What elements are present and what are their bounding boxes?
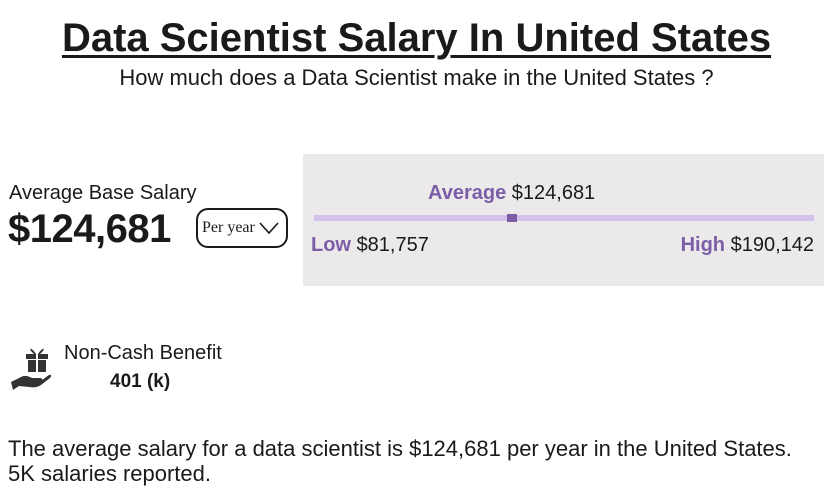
- range-average-value: $124,681: [511, 182, 596, 204]
- average-base-salary-amount: $124,681: [8, 207, 171, 251]
- range-low-value: $81,757: [356, 234, 429, 256]
- benefit-value: 401 (k): [110, 371, 171, 392]
- range-high: High $190,142: [681, 232, 814, 258]
- gift-hand-icon: [11, 348, 51, 390]
- range-high-value: $190,142: [730, 234, 814, 256]
- page-title: Data Scientist Salary In United States: [61, 16, 772, 60]
- average-marker: [507, 214, 517, 222]
- salary-range-track: [314, 214, 814, 222]
- period-select[interactable]: Per year: [196, 208, 288, 248]
- range-low-label: Low: [311, 234, 351, 256]
- salary-range-panel: Average $124,681 Low $81,757 High $190,1…: [303, 154, 824, 286]
- page-subtitle: How much does a Data Scientist make in t…: [119, 65, 714, 90]
- range-low: Low $81,757: [311, 232, 429, 258]
- range-average: Average $124,681: [428, 180, 595, 206]
- average-base-salary-label: Average Base Salary: [9, 182, 197, 204]
- chevron-down-icon: [259, 222, 279, 235]
- period-select-value: Per year: [202, 219, 255, 236]
- range-average-label: Average: [428, 182, 507, 204]
- benefit-label: Non-Cash Benefit: [64, 342, 222, 364]
- range-high-label: High: [680, 234, 726, 256]
- salary-summary: The average salary for a data scientist …: [8, 436, 792, 486]
